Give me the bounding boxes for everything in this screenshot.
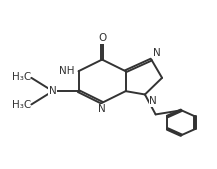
Text: N: N xyxy=(49,86,57,96)
Text: O: O xyxy=(98,33,106,43)
Text: N: N xyxy=(153,48,161,58)
Text: H₃C: H₃C xyxy=(12,72,31,82)
Text: N: N xyxy=(98,104,106,114)
Text: N: N xyxy=(149,96,157,106)
Text: NH: NH xyxy=(59,66,74,76)
Text: H₃C: H₃C xyxy=(12,100,31,110)
